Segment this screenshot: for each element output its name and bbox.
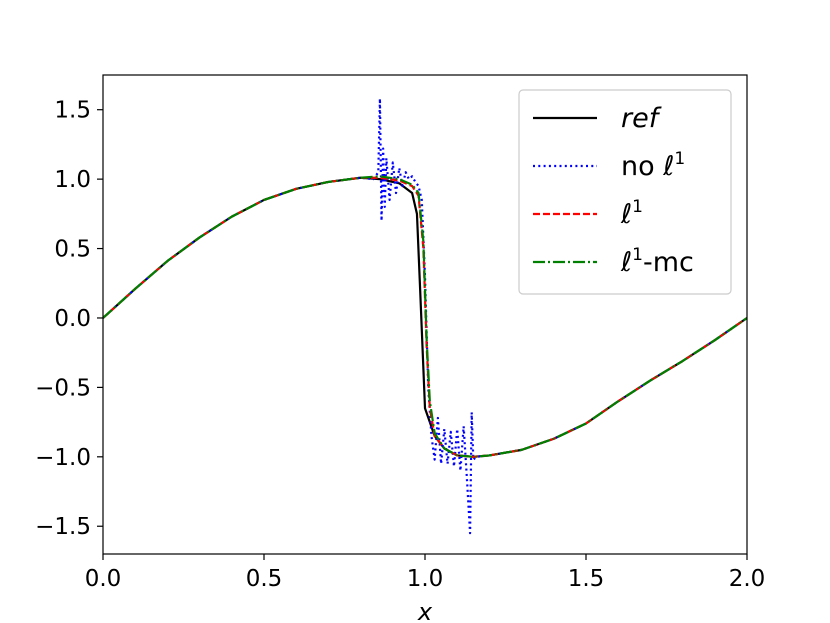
legend-label: no ℓ1 bbox=[621, 149, 685, 182]
y-tick-label: 0.0 bbox=[54, 306, 91, 332]
y-tick-label: 1.5 bbox=[54, 98, 91, 124]
y-tick-label: −0.5 bbox=[35, 375, 91, 401]
legend-frame bbox=[518, 89, 732, 295]
y-tick-label: 0.5 bbox=[54, 237, 91, 263]
legend-label: ℓ1 bbox=[620, 197, 643, 230]
legend-label: ℓ1-mc bbox=[620, 245, 694, 278]
y-tick-label: 1.0 bbox=[54, 167, 91, 193]
x-tick-label: 0.5 bbox=[246, 566, 283, 592]
x-tick-label: 1.0 bbox=[407, 566, 444, 592]
series-layer bbox=[103, 97, 747, 535]
series-line-dashdot bbox=[103, 175, 747, 458]
x-tick-label: 0.0 bbox=[85, 566, 122, 592]
y-tick-label: −1.5 bbox=[35, 514, 91, 540]
x-tick-label: 1.5 bbox=[568, 566, 605, 592]
legend-label: ref bbox=[621, 103, 662, 134]
x-tick-label: 2.0 bbox=[729, 566, 766, 592]
axes-layer: 0.0 0.5 1.0 1.5 2.0 −1.5 −1.0 −0.5 0.0 0.5 1.0 1.5 x bbox=[35, 74, 766, 623]
y-tick-label: −1.0 bbox=[35, 445, 91, 471]
x-axis-label: x bbox=[417, 598, 433, 623]
series-line-dotted bbox=[103, 97, 747, 535]
legend: ref no ℓ1 ℓ1 ℓ1-mc bbox=[518, 89, 732, 295]
